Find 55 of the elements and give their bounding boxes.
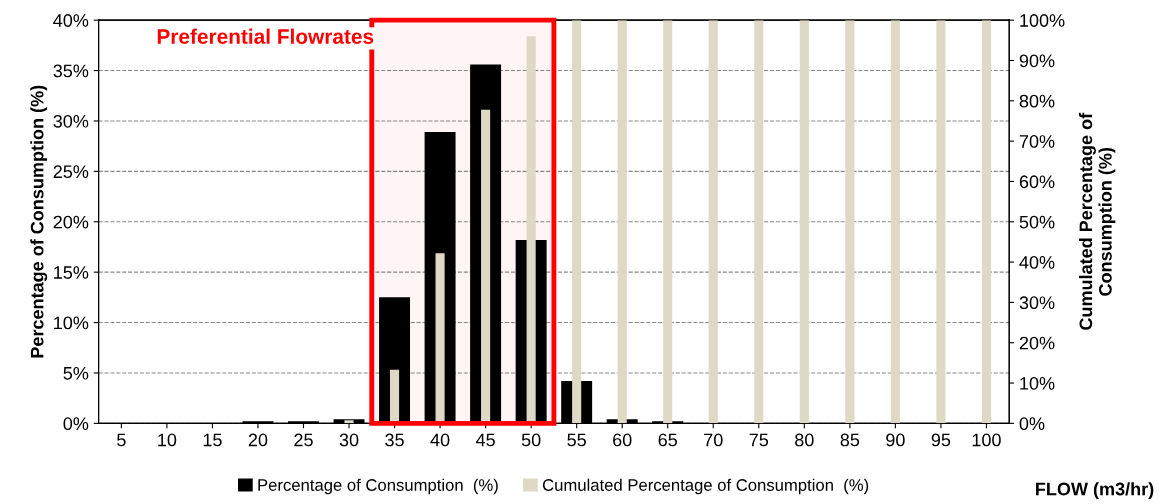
bar: [389, 369, 400, 424]
y2-tick-label: 100%: [1020, 14, 1065, 27]
y2-tick-label: 10%: [1020, 376, 1055, 390]
y2-tick-label: 60%: [1019, 175, 1055, 189]
y2-tick-label: 80%: [1019, 94, 1055, 108]
x-tick-label: 45: [475, 433, 495, 447]
x-tick-label: 30: [339, 433, 359, 447]
x-axis-title: FLOW (m3/hr): [1036, 482, 1154, 499]
x-tick-label: 20: [248, 433, 268, 447]
x-tick-label: 10: [158, 433, 177, 447]
y2-tick-label: 0%: [1019, 417, 1045, 431]
bar: [435, 253, 445, 424]
y-axis-title: Percentage of Consumption (%): [30, 85, 48, 358]
x-tick-label: 75: [749, 433, 769, 447]
x-tick-label: 35: [385, 433, 404, 447]
y2-tick-label: 20%: [1019, 336, 1055, 350]
x-tick-label: 95: [931, 433, 951, 447]
y-tick-label: 35%: [53, 64, 89, 78]
bar: [799, 20, 809, 424]
x-tick-label: 80: [795, 433, 814, 447]
y2-tick-label: 90%: [1019, 54, 1055, 68]
y2-tick-label: 40%: [1019, 256, 1055, 269]
legend-label: Percentage of Consumption (%): [258, 478, 498, 495]
x-tick-label: 15: [203, 433, 222, 447]
x-tick-label: 25: [294, 433, 313, 447]
x-tick-label: 100: [972, 433, 1001, 447]
x-tick-label: 90: [886, 433, 905, 447]
y2-tick-label: 70%: [1019, 135, 1055, 148]
y-tick-label: 25%: [53, 165, 89, 179]
x-tick-label: 85: [840, 433, 860, 447]
y2-axis-title: Cumulated Percentage of Consumption (%): [1078, 112, 1116, 330]
x-tick-label: 65: [658, 433, 678, 447]
x-tick-label: 60: [613, 433, 632, 447]
y2-tick-label: 30%: [1019, 296, 1055, 310]
x-tick-label: 55: [567, 433, 586, 447]
y-tick-label: 5%: [63, 366, 89, 380]
y-tick-label: 20%: [53, 215, 89, 229]
y2-tick-label: 50%: [1019, 215, 1055, 229]
band-label: Preferential Flowrates: [157, 28, 374, 44]
bar: [890, 20, 900, 424]
x-tick-label: 50: [521, 433, 541, 447]
x-tick-label: 5: [117, 433, 126, 447]
y-tick-label: 0%: [63, 417, 89, 431]
bar: [845, 20, 855, 424]
y-tick-label: 30%: [53, 114, 89, 128]
bar: [754, 20, 764, 424]
y-tick-label: 10%: [54, 316, 89, 330]
y-tick-label: 15%: [54, 266, 89, 279]
y-tick-label: 40%: [53, 14, 89, 27]
bar: [936, 20, 946, 424]
bar: [708, 20, 718, 424]
x-tick-label: 70: [704, 433, 723, 447]
legend-label: Cumulated Percentage of Consumption (%): [542, 478, 869, 495]
x-tick-label: 40: [430, 433, 450, 447]
bar: [981, 20, 991, 424]
